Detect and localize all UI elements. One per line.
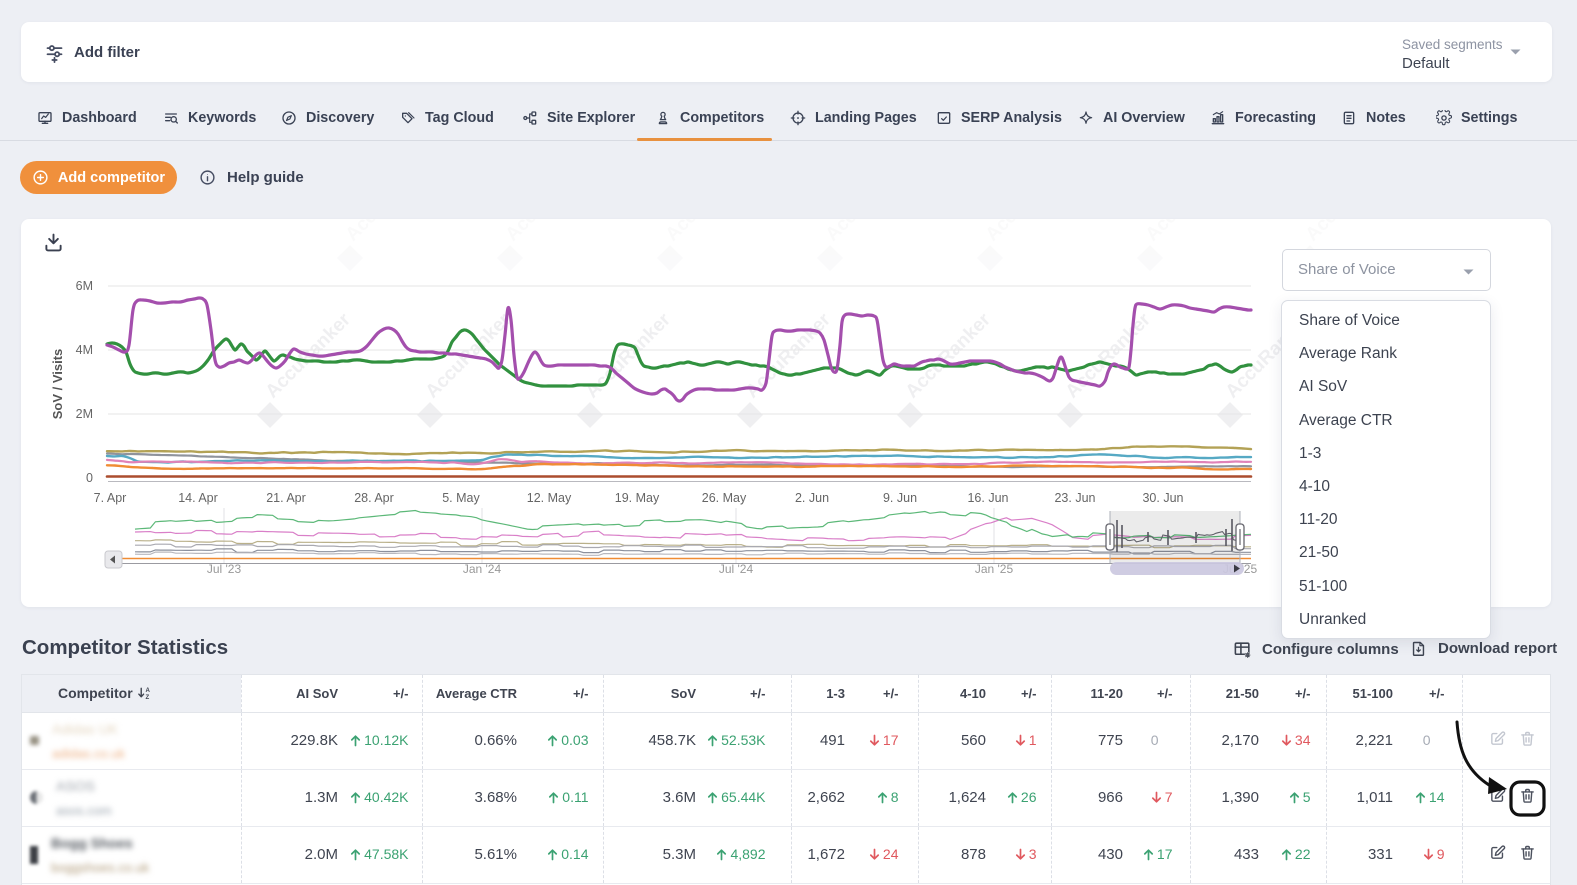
svg-text:A: A — [145, 687, 150, 694]
svg-text:Z: Z — [145, 694, 149, 701]
